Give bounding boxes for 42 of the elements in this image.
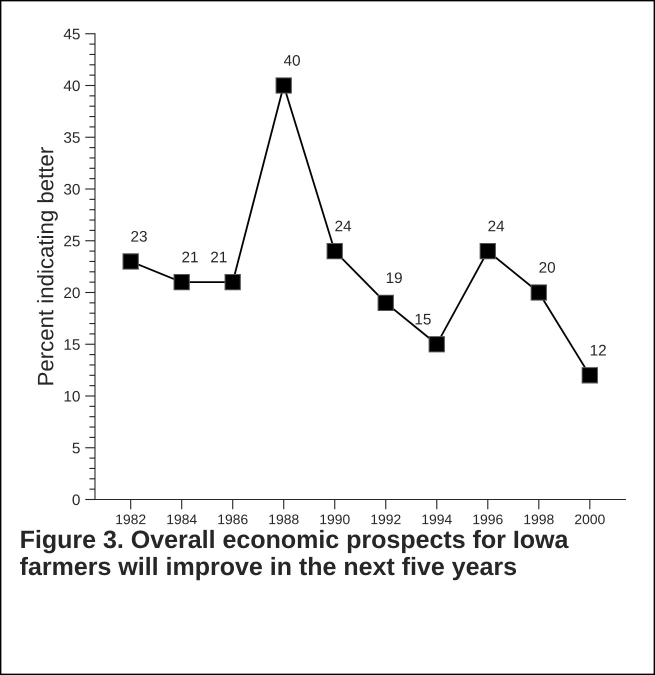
x-tick-label: 1986 bbox=[218, 514, 248, 524]
data-label: 20 bbox=[539, 262, 556, 273]
point bbox=[276, 77, 292, 94]
y-tick-label: 45 bbox=[64, 28, 80, 40]
y-tick-label: 15 bbox=[64, 339, 80, 350]
y-tick-label: 35 bbox=[64, 132, 80, 143]
y-tick-label: 30 bbox=[64, 184, 80, 195]
data-label: 12 bbox=[590, 344, 606, 356]
data-label: 23 bbox=[131, 230, 147, 242]
data-label: 24 bbox=[488, 220, 504, 232]
x-tick-label: 1988 bbox=[269, 514, 299, 524]
data-label: 19 bbox=[386, 272, 402, 284]
data-label: 21 bbox=[182, 252, 198, 262]
data-label: 15 bbox=[416, 314, 431, 325]
y-tick-label: 25 bbox=[64, 236, 80, 246]
y-tick-label: 20 bbox=[64, 287, 80, 298]
data-label: 24 bbox=[335, 220, 352, 232]
x-tick-label: 1982 bbox=[116, 514, 146, 524]
y-tick-label: 40 bbox=[64, 80, 80, 92]
point bbox=[122, 253, 139, 270]
x-tick-label: 1990 bbox=[320, 514, 350, 524]
point bbox=[378, 294, 394, 312]
data-label: 21 bbox=[211, 252, 227, 262]
point bbox=[224, 274, 241, 290]
x-tick-label: 2000 bbox=[575, 514, 605, 524]
point bbox=[530, 284, 547, 301]
y-tick-label: 10 bbox=[64, 390, 80, 402]
point bbox=[174, 274, 190, 290]
point bbox=[326, 242, 343, 260]
x-tick-label: 1992 bbox=[371, 514, 401, 524]
data-label: 40 bbox=[284, 54, 300, 66]
x-tick-label: 1996 bbox=[473, 514, 503, 524]
y-tick-label: 0 bbox=[72, 494, 80, 506]
x-tick-label: 1984 bbox=[167, 514, 197, 524]
text: Figure 3. Overall economic prospects for Iowa farmers will improve in the next five years bbox=[20, 530, 569, 580]
y-axis-title: Percent indicating better bbox=[37, 147, 58, 385]
y-tick-label: 5 bbox=[72, 442, 80, 454]
x-tick-label: 1998 bbox=[524, 514, 554, 524]
x-tick-label: 1994 bbox=[422, 514, 452, 524]
point bbox=[480, 242, 496, 260]
point bbox=[582, 367, 598, 384]
point bbox=[428, 336, 445, 352]
